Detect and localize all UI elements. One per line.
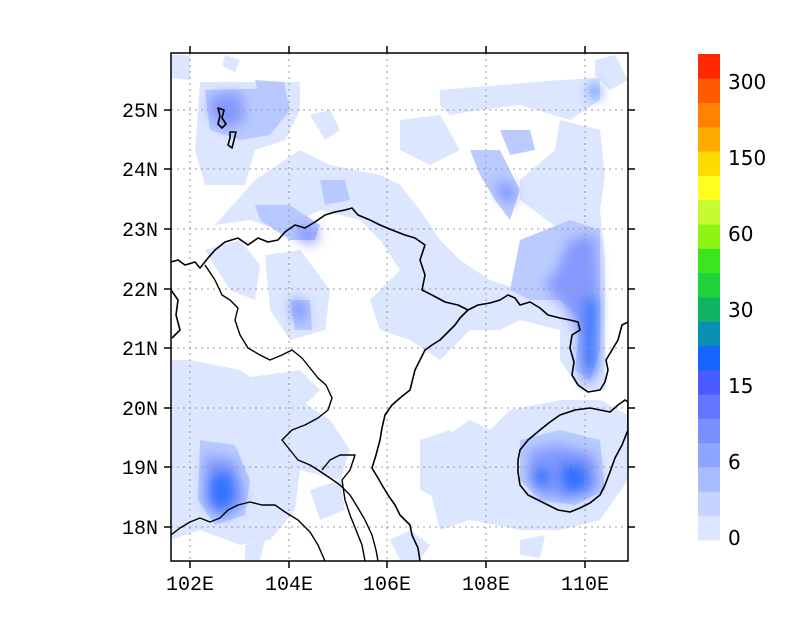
intense-shading — [210, 85, 600, 512]
colorbar-segment — [698, 175, 720, 201]
lat-label: 24N — [122, 160, 158, 183]
lon-label: 108E — [462, 574, 510, 597]
hainan-coast — [517, 399, 628, 513]
colorbar-label: 15 — [728, 374, 753, 398]
colorbar-segment — [698, 54, 720, 79]
island-25n — [217, 107, 227, 129]
colorbar-segment — [698, 151, 720, 176]
border-laos-north — [321, 454, 366, 561]
colorbar-label: 300 — [728, 70, 766, 94]
lat-label: 25N — [122, 101, 158, 124]
lon-label: 104E — [265, 574, 313, 597]
lat-label: 20N — [122, 399, 158, 422]
colorbar-segment — [698, 418, 720, 444]
lon-label: 102E — [166, 574, 214, 597]
lat-label: 23N — [122, 220, 158, 243]
vietnam-coast — [171, 207, 628, 393]
ticks — [164, 46, 635, 568]
colorbar-segment — [698, 321, 720, 346]
border-laos-thai — [171, 501, 326, 561]
lat-label: 19N — [122, 458, 158, 481]
colorbar-label: 60 — [728, 222, 753, 246]
colorbar-label: 30 — [728, 298, 753, 322]
coastline-icon — [171, 107, 628, 561]
colorbar-label: 6 — [728, 450, 741, 474]
lat-label: 22N — [122, 280, 158, 303]
precip-field — [171, 55, 628, 560]
island-24n — [227, 131, 237, 149]
colorbar-segment — [698, 491, 720, 517]
colorbar-labels: 0 6 15 30 60 150 300 — [728, 70, 766, 550]
colorbar-segment — [698, 369, 720, 395]
colorbar-segment — [698, 199, 720, 225]
country-border-icon — [171, 264, 379, 561]
colorbar-segment — [698, 515, 720, 541]
colorbar-segment — [698, 394, 720, 419]
colorbar — [698, 54, 720, 541]
colorbar-label: 0 — [728, 526, 741, 550]
vietnam-west — [171, 289, 181, 339]
border-vn-laos — [204, 264, 379, 561]
colorbar-segment — [698, 248, 720, 274]
lat-label: 21N — [122, 339, 158, 362]
colorbar-segment — [698, 297, 720, 322]
lat-labels: 18N 19N 20N 21N 22N 23N 24N 25N — [122, 101, 158, 541]
colorbar-segment — [698, 78, 720, 103]
colorbar-segment — [698, 345, 720, 371]
tonkin-coast — [371, 309, 469, 561]
colorbar-segment — [698, 442, 720, 468]
lon-labels: 102E 104E 106E 108E 110E — [166, 574, 609, 597]
colorbar-segment — [698, 224, 720, 249]
lon-label: 106E — [363, 574, 411, 597]
plot-frame — [170, 52, 629, 562]
colorbar-segment — [698, 272, 720, 298]
lat-label: 18N — [122, 518, 158, 541]
colorbar-segment — [698, 102, 720, 128]
colorbar-segment — [698, 467, 720, 492]
gridlines — [171, 53, 628, 561]
colorbar-segment — [698, 126, 720, 152]
lon-label: 110E — [561, 574, 609, 597]
colorbar-label: 150 — [728, 146, 766, 170]
